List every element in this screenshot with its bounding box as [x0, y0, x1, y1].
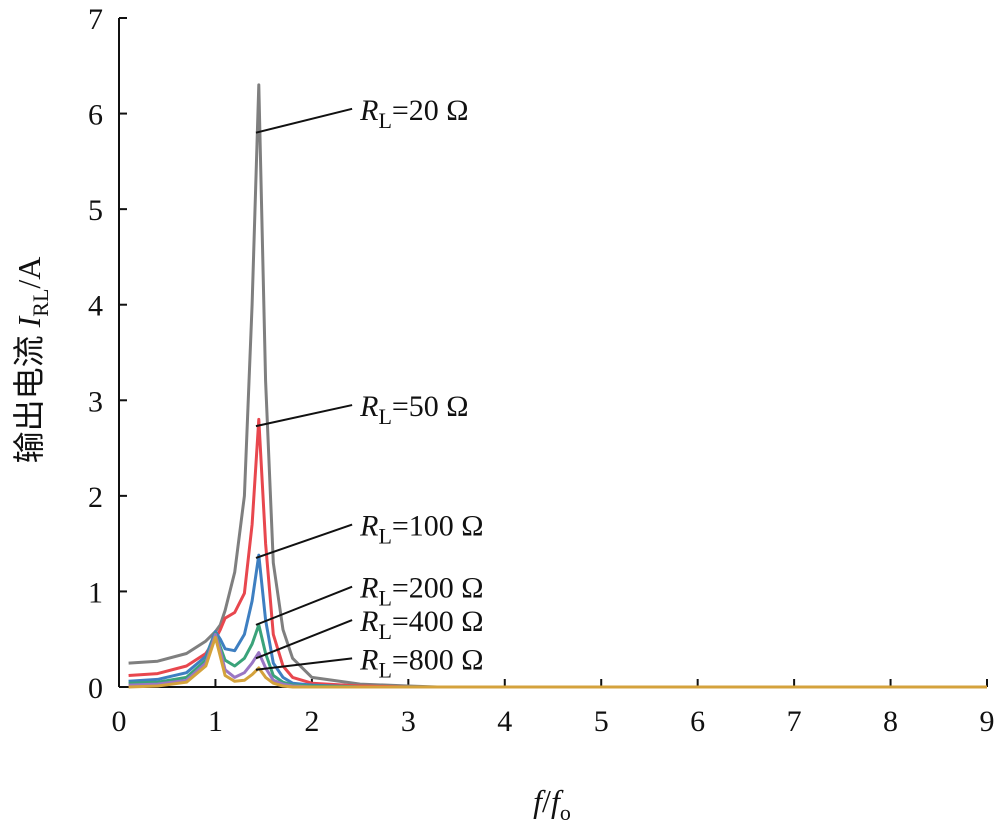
- annotation-label-1: RL=50 Ω: [359, 390, 469, 429]
- series-line-2: [129, 555, 987, 687]
- x-tick-label: 9: [980, 705, 995, 738]
- y-tick-label: 3: [88, 385, 103, 418]
- x-tick-label: 5: [594, 705, 609, 738]
- series-line-1: [129, 419, 987, 687]
- annotation-leader-2: [256, 525, 352, 558]
- x-tick-label: 0: [112, 705, 127, 738]
- x-tick-label: 3: [401, 705, 416, 738]
- y-tick-label: 0: [88, 672, 103, 705]
- axes: 0 1 2 3 4 5 6 7 8 9 0 1 2 3 4 5 6 7: [88, 3, 995, 738]
- x-tick-label: 4: [497, 705, 512, 738]
- x-tick-label: 2: [304, 705, 319, 738]
- x-axis-title: f/fo: [533, 783, 571, 825]
- y-tick-label: 5: [88, 194, 103, 227]
- y-tick-label: 1: [88, 576, 103, 609]
- x-tick-label: 8: [883, 705, 898, 738]
- annotation-label-4: RL=400 Ω: [359, 605, 484, 644]
- y-axis-title: 输出电流 IRL/A: [11, 257, 53, 464]
- y-tick-label: 4: [88, 290, 103, 323]
- y-tick-label: 7: [88, 3, 103, 36]
- x-tick-label: 7: [787, 705, 802, 738]
- annotation-label-2: RL=100 Ω: [359, 510, 484, 549]
- annotation-label-5: RL=800 Ω: [359, 643, 484, 682]
- series-annotations: RL=20 ΩRL=50 ΩRL=100 ΩRL=200 ΩRL=400 ΩRL…: [256, 94, 484, 683]
- series-line-4: [129, 634, 987, 687]
- annotation-leader-1: [256, 405, 352, 426]
- y-tick-label: 6: [88, 99, 103, 132]
- annotation-leader-0: [256, 109, 352, 133]
- series-lines: [129, 85, 987, 687]
- series-line-0: [129, 85, 987, 687]
- series-line-5: [129, 637, 987, 687]
- annotation-label-0: RL=20 Ω: [359, 94, 469, 133]
- y-tick-label: 2: [88, 481, 103, 514]
- x-tick-label: 1: [208, 705, 223, 738]
- x-tick-label: 6: [690, 705, 705, 738]
